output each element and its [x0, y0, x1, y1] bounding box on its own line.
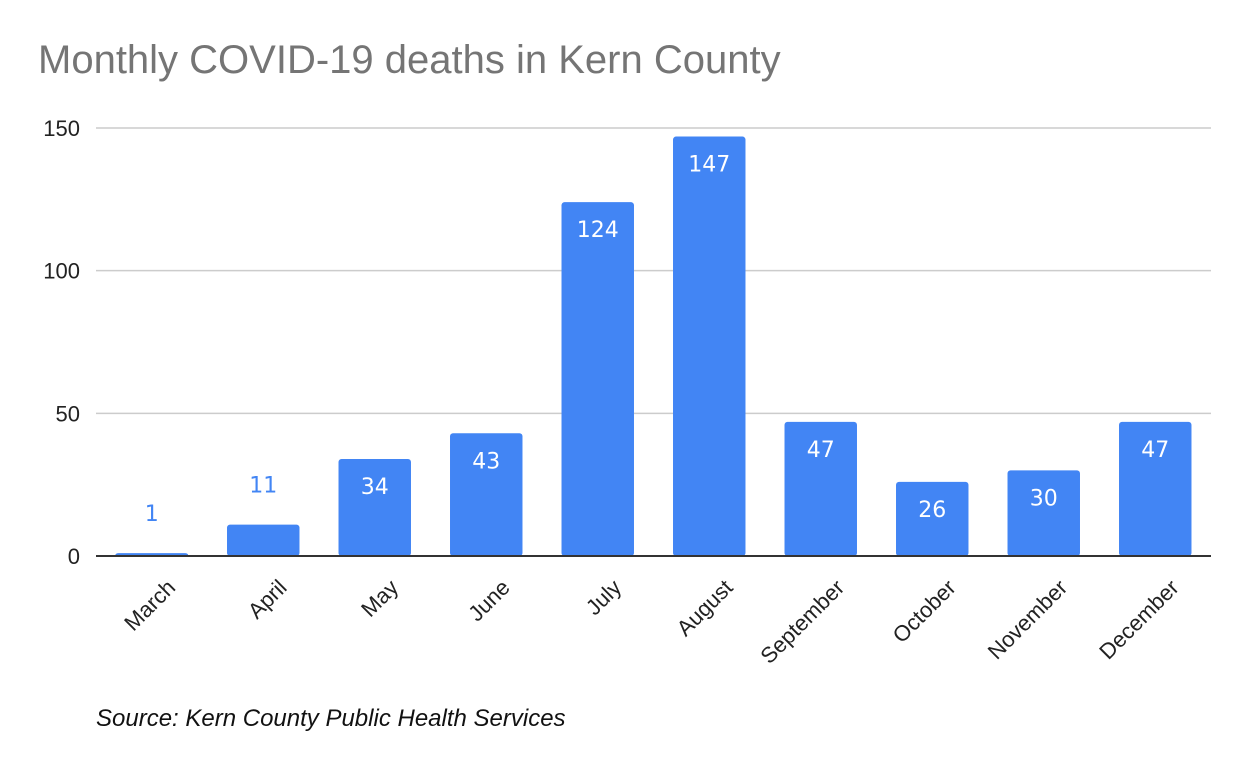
bar-june: [450, 433, 523, 556]
bar-august: [673, 136, 746, 556]
chart-title: Monthly COVID-19 deaths in Kern County: [38, 38, 781, 82]
y-axis-ticks: 0 50 100 150: [43, 116, 80, 569]
bar-may: [338, 458, 411, 556]
y-tick-label: 150: [43, 116, 80, 141]
bar-october: [896, 481, 969, 556]
data-label: 34: [361, 475, 389, 500]
data-label: 11: [249, 474, 277, 499]
data-label: 26: [918, 498, 946, 523]
y-tick-label: 100: [43, 259, 80, 284]
bar-november: [1007, 470, 1080, 556]
x-tick-label: September: [755, 575, 849, 669]
data-label: 30: [1030, 486, 1058, 511]
x-tick-label: April: [243, 575, 292, 624]
bars: [115, 136, 1192, 557]
x-tick-label: December: [1094, 575, 1183, 664]
x-tick-label: July: [581, 575, 626, 620]
x-tick-label: August: [672, 575, 738, 641]
x-tick-label: March: [119, 575, 180, 636]
data-label: 47: [1141, 438, 1169, 463]
x-tick-label: October: [888, 575, 961, 648]
bar-april: [227, 524, 300, 556]
bar-december: [1119, 421, 1192, 556]
data-label: 47: [807, 438, 835, 463]
x-tick-label: November: [983, 575, 1072, 664]
bar-september: [784, 421, 857, 556]
x-axis-ticks: March April May June July August September Octo…: [119, 575, 1183, 669]
gridlines: [96, 127, 1211, 415]
y-tick-label: 0: [68, 544, 80, 569]
data-label: 1: [145, 502, 159, 527]
x-tick-label: June: [463, 575, 514, 626]
data-label: 147: [688, 153, 730, 178]
data-label: 43: [472, 449, 500, 474]
y-tick-label: 50: [56, 401, 80, 426]
source-note: Source: Kern County Public Health Servic…: [96, 705, 566, 732]
bar-july: [561, 202, 634, 557]
x-tick-label: May: [356, 575, 403, 622]
data-label: 124: [577, 218, 619, 243]
